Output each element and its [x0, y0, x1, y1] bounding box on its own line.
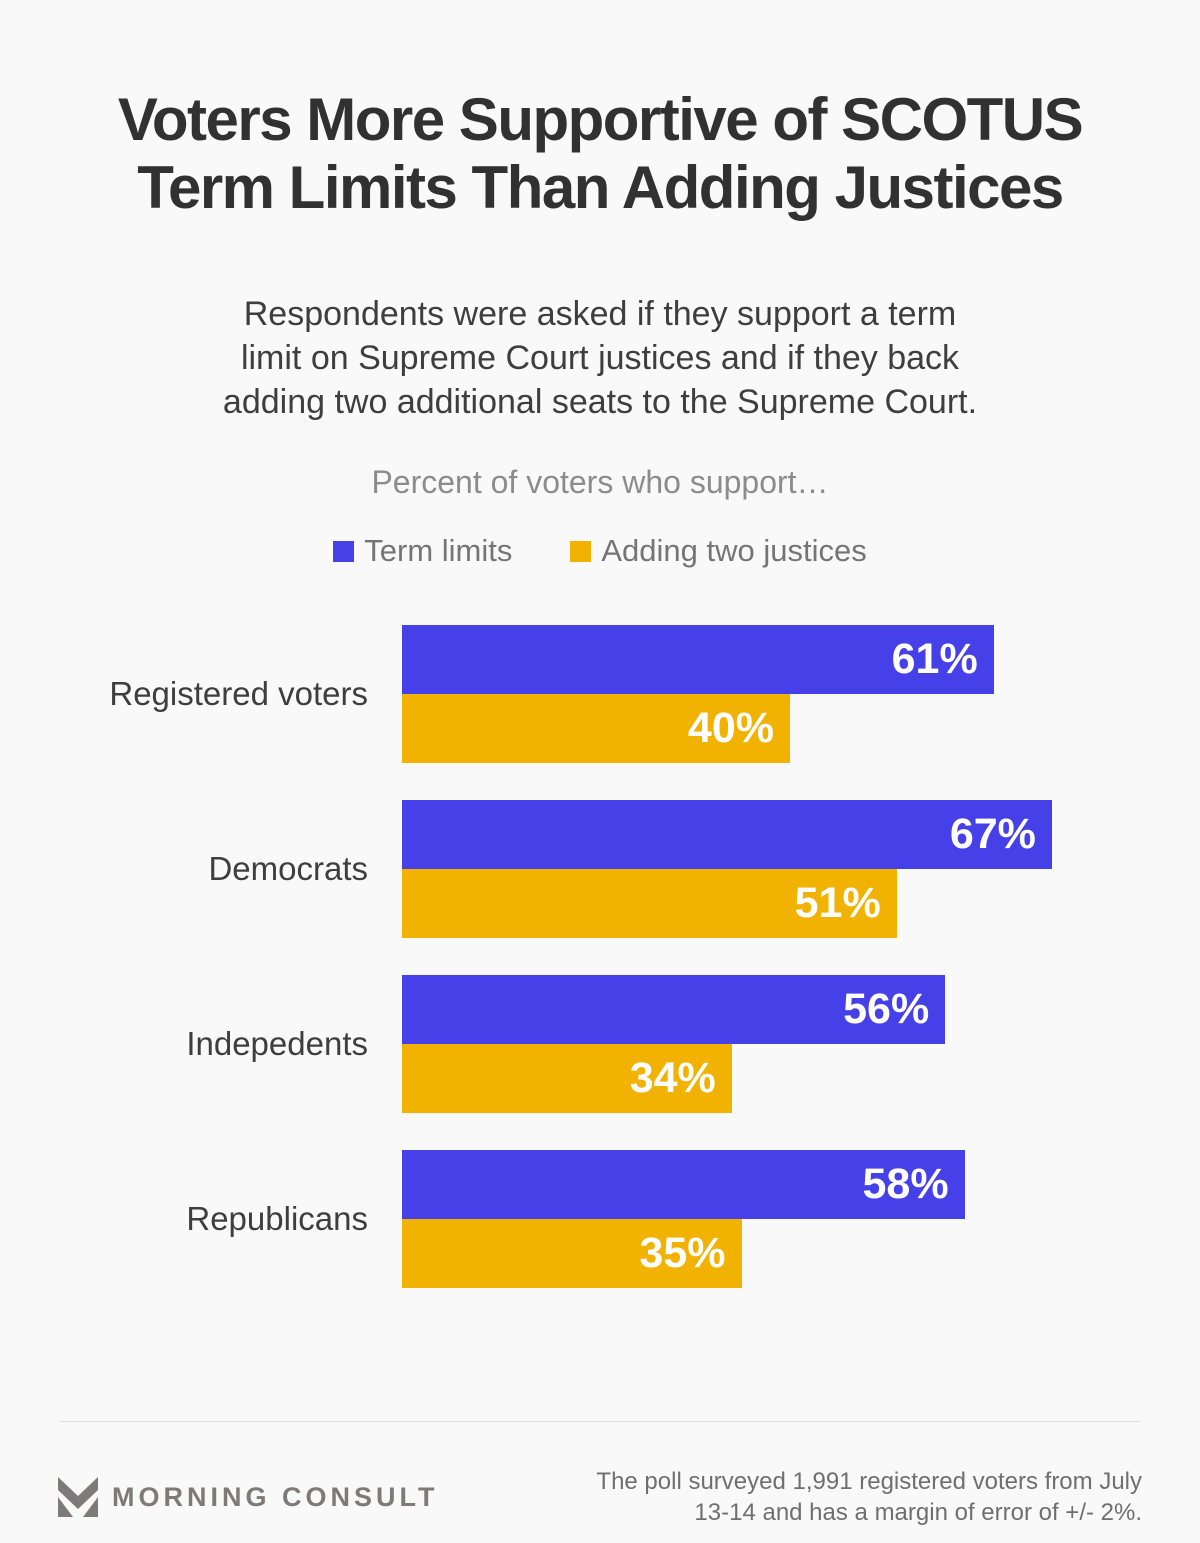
methodology-note-line-1: The poll surveyed 1,991 registered voter… [596, 1468, 1142, 1495]
bar-pair: 61% 40% [402, 625, 1200, 763]
legend-item-adding-two-justices: Adding two justices [570, 533, 867, 568]
chart-subtitle-line-1: Respondents were asked if they support a… [243, 295, 957, 333]
methodology-note-line-2: 13-14 and has a margin of error of +/- 2… [694, 1499, 1142, 1526]
bar-term-limits: 58% [402, 1150, 965, 1219]
legend-item-term-limits: Term limits [333, 535, 512, 567]
bar-value-label: 35% [639, 1229, 726, 1277]
bar-term-limits: 56% [402, 975, 946, 1044]
bar-value-label: 40% [687, 704, 774, 752]
chart-title: Voters More Supportive of SCOTUS Term Li… [0, 0, 1200, 222]
morning-consult-brand: MORNING CONSULT [58, 1477, 438, 1517]
bar-group: Republicans 58% 35% [0, 1150, 1200, 1288]
category-label: Republicans [186, 1200, 368, 1237]
bar-adding-two-justices: 40% [402, 694, 790, 763]
category-label: Indepedents [186, 1025, 368, 1062]
category-label: Registered voters [109, 675, 368, 712]
category-label: Democrats [208, 850, 368, 887]
bar-term-limits: 67% [402, 800, 1052, 869]
bar-pair: 67% 51% [402, 800, 1200, 938]
legend-label-adding-two-justices: Adding two justices [601, 533, 867, 568]
bar-group: Democrats 67% 51% [0, 800, 1200, 938]
bar-pair: 58% 35% [402, 1150, 1200, 1288]
bar-adding-two-justices: 51% [402, 869, 897, 938]
bar-value-label: 51% [794, 879, 881, 927]
bar-value-label: 67% [949, 810, 1036, 858]
legend-label-term-limits: Term limits [364, 533, 513, 568]
bar-value-label: 61% [891, 635, 978, 683]
bar-term-limits: 61% [402, 625, 994, 694]
footer: MORNING CONSULT The poll surveyed 1,991 … [0, 1466, 1200, 1528]
legend-swatch-adding-two-justices [570, 540, 592, 562]
chart-subtitle: Respondents were asked if they support a… [0, 292, 1200, 424]
bar-value-label: 34% [629, 1054, 716, 1102]
footer-divider [59, 1421, 1141, 1422]
chart-subtitle-line-2: limit on Supreme Court justices and if t… [240, 339, 960, 377]
methodology-note: The poll surveyed 1,991 registered voter… [596, 1466, 1142, 1528]
morning-consult-logo-icon [58, 1477, 98, 1517]
bar-adding-two-justices: 34% [402, 1044, 732, 1113]
bar-value-label: 58% [862, 1160, 949, 1208]
bar-group: Indepedents 56% 34% [0, 975, 1200, 1113]
bar-adding-two-justices: 35% [402, 1219, 742, 1288]
chart-title-line-1: Voters More Supportive of SCOTUS [117, 86, 1084, 153]
chart-title-line-2: Term Limits Than Adding Justices [137, 154, 1064, 221]
grouped-bar-chart: Registered voters 61% 40% Democrats 67% 51% In… [0, 625, 1200, 1288]
bar-group: Registered voters 61% 40% [0, 625, 1200, 763]
legend-swatch-term-limits [333, 540, 355, 562]
bar-value-label: 56% [843, 985, 930, 1033]
chart-caption: Percent of voters who support… [371, 464, 829, 500]
chart-subtitle-line-3: adding two additional seats to the Supre… [222, 383, 978, 421]
morning-consult-wordmark: MORNING CONSULT [112, 1481, 439, 1512]
chart-legend: Term limits Adding two justices [0, 535, 1200, 567]
bar-pair: 56% 34% [402, 975, 1200, 1113]
